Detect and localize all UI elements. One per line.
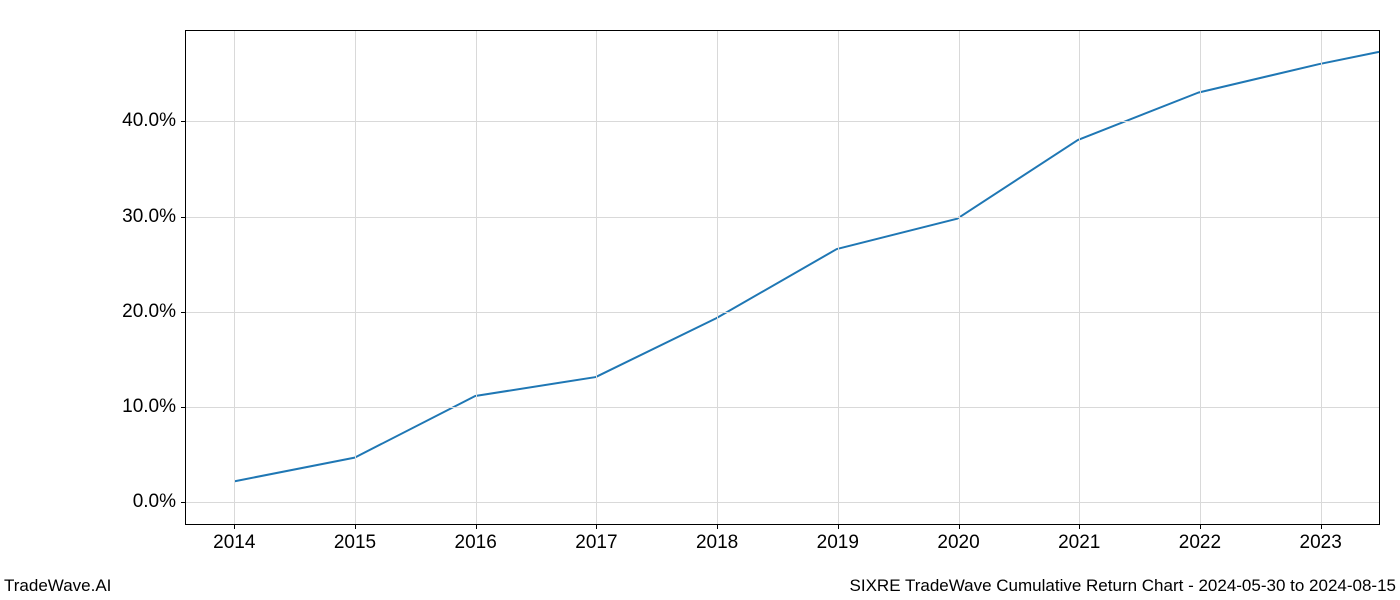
grid-line-vertical — [717, 31, 718, 524]
x-tick-label: 2021 — [1058, 524, 1100, 554]
y-tick-label: 40.0% — [122, 110, 186, 132]
grid-line-horizontal — [186, 217, 1379, 218]
grid-line-vertical — [1079, 31, 1080, 524]
chart-container: 2014 2015 2016 2017 2018 2019 2020 2021 2022 2023… — [0, 0, 1400, 600]
series-line-cumulative-return — [234, 52, 1379, 481]
footer-right-text: SIXRE TradeWave Cumulative Return Chart … — [850, 576, 1396, 596]
x-tick-label: 2018 — [696, 524, 738, 554]
grid-line-horizontal — [186, 121, 1379, 122]
x-tick-label: 2016 — [455, 524, 497, 554]
x-tick-label: 2017 — [575, 524, 617, 554]
grid-line-vertical — [355, 31, 356, 524]
x-tick-label: 2020 — [937, 524, 979, 554]
grid-line-vertical — [959, 31, 960, 524]
plot-area: 2014201520162017201820192020202120222023… — [185, 30, 1380, 525]
grid-line-vertical — [1200, 31, 1201, 524]
grid-line-vertical — [596, 31, 597, 524]
y-tick-label: 30.0% — [122, 206, 186, 228]
x-tick-label: 2015 — [334, 524, 376, 554]
x-tick-label: 2014 — [213, 524, 255, 554]
x-tick-label: 2023 — [1300, 524, 1342, 554]
grid-line-horizontal — [186, 312, 1379, 313]
y-tick-label: 0.0% — [133, 491, 186, 513]
y-tick-label: 10.0% — [122, 396, 186, 418]
footer-left-text: TradeWave.AI — [4, 576, 111, 596]
y-tick-label: 20.0% — [122, 301, 186, 323]
grid-line-horizontal — [186, 502, 1379, 503]
x-tick-label: 2022 — [1179, 524, 1221, 554]
grid-line-vertical — [476, 31, 477, 524]
grid-line-horizontal — [186, 407, 1379, 408]
grid-line-vertical — [234, 31, 235, 524]
x-tick-label: 2019 — [817, 524, 859, 554]
grid-line-vertical — [838, 31, 839, 524]
grid-line-vertical — [1321, 31, 1322, 524]
